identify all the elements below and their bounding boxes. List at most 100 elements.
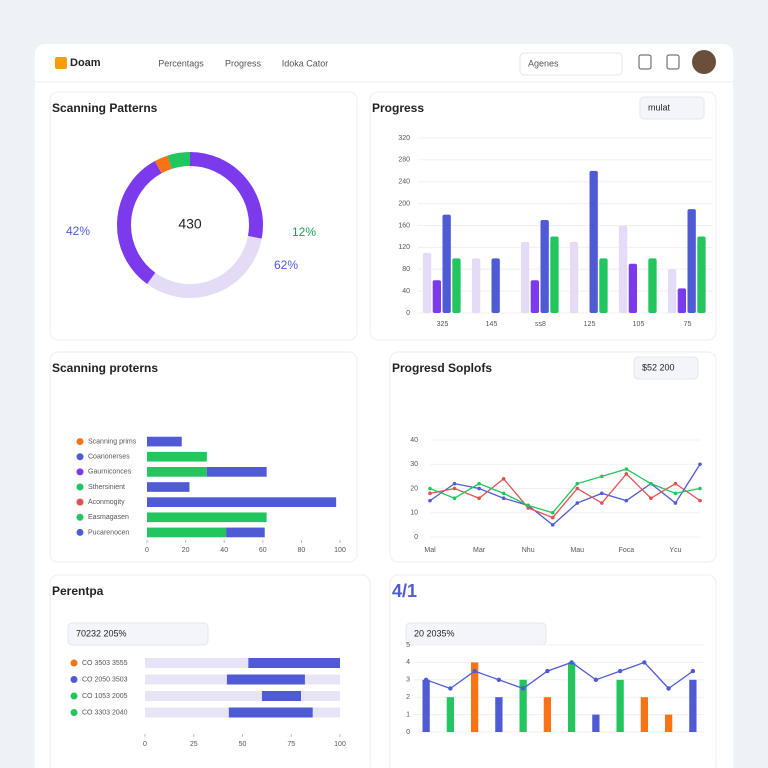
point [550,510,555,515]
line [429,472,701,519]
y-tick-label: 0 [406,310,410,317]
annotation: 12% [292,225,316,239]
x-tick-label: Nhu [522,547,535,554]
point [624,498,629,503]
row-label: Scanning prims [88,438,137,445]
point [452,486,457,491]
row-label: Coanonerses [88,454,130,461]
point [550,523,555,527]
bar [422,679,430,732]
card [49,574,371,768]
bar [550,236,559,313]
y-tick-label: 4 [406,659,410,666]
bar [687,209,696,313]
bar [422,252,432,313]
x-tick-label: Mau [570,547,584,554]
point [526,503,530,508]
point [673,481,678,486]
point [452,496,457,501]
card-title: Scanning proterns [52,361,158,375]
bar [648,258,657,313]
bar [677,288,687,313]
bar [226,674,305,685]
button-label: 20 2035% [414,628,455,638]
point [673,491,678,496]
point [477,481,481,486]
y-tick-label: 0 [406,729,410,736]
line [425,661,694,690]
bar-segment [147,482,190,492]
y-tick-label: 2 [406,694,410,701]
bar [567,662,576,732]
x-tick-label: 80 [298,547,306,554]
point [477,496,481,501]
row-label: Aconmogity [88,499,125,506]
y-tick-label: 280 [398,157,410,164]
y-tick-label: 200 [398,200,410,207]
y-tick-label: 120 [398,244,410,251]
bar-segment [206,467,267,477]
y-tick-label: 240 [398,179,410,186]
logo [55,57,67,69]
x-tick-label: ss8 [535,321,546,328]
point [649,481,653,486]
y-tick-label: 320 [398,135,410,142]
y-tick-label: 20 [410,485,418,492]
annotation: 42% [66,224,90,238]
row-label: CO 2050 3503 [82,676,128,683]
x-tick-label: 100 [334,547,346,554]
bar [470,662,479,732]
point [428,486,432,491]
point [698,462,702,467]
button[interactable] [67,622,209,646]
bar-segment [147,451,207,462]
point [642,660,647,665]
search-box[interactable] [519,52,623,76]
button[interactable] [633,356,699,380]
card [49,91,358,341]
point [501,477,506,481]
bar-track [145,658,340,668]
y-tick-label: 30 [410,461,418,468]
card-title: Progresd Soplofs [392,361,492,375]
bar [667,269,677,313]
point [477,486,481,491]
row-icon [76,513,84,521]
point [575,501,580,505]
point [423,677,429,682]
x-tick-label: 105 [633,321,645,328]
x-tick-label: 20 [182,547,190,554]
y-tick-label: 40 [410,437,418,444]
row-label: Sthersinient [88,484,125,491]
x-tick-label: 60 [259,547,267,554]
nav-item[interactable]: Progress [225,58,262,68]
line [429,468,701,514]
avatar[interactable] [692,50,716,74]
point [472,668,477,674]
row-label: Pucarenocen [88,529,129,536]
bar [432,280,442,313]
bar [530,280,540,313]
bar [446,697,455,732]
icon[interactable] [666,54,680,70]
bar-segment [147,527,227,538]
brand: Doam [70,57,101,69]
card [389,574,717,768]
nav-item[interactable]: Idoka Cator [282,58,329,68]
bar [628,263,638,313]
row-label: Easmagasen [88,514,129,521]
bar [248,658,340,668]
donut-segment [117,161,162,285]
donut-segment [189,152,263,239]
donut-segment [167,152,191,169]
nav-item[interactable]: Percentags [158,58,204,68]
icon[interactable] [638,54,652,70]
bar [589,170,598,313]
button[interactable] [639,96,705,120]
bar [519,679,527,732]
point [501,496,506,501]
bar [618,225,628,313]
card-title: Progress [372,101,424,115]
bar [599,258,608,313]
